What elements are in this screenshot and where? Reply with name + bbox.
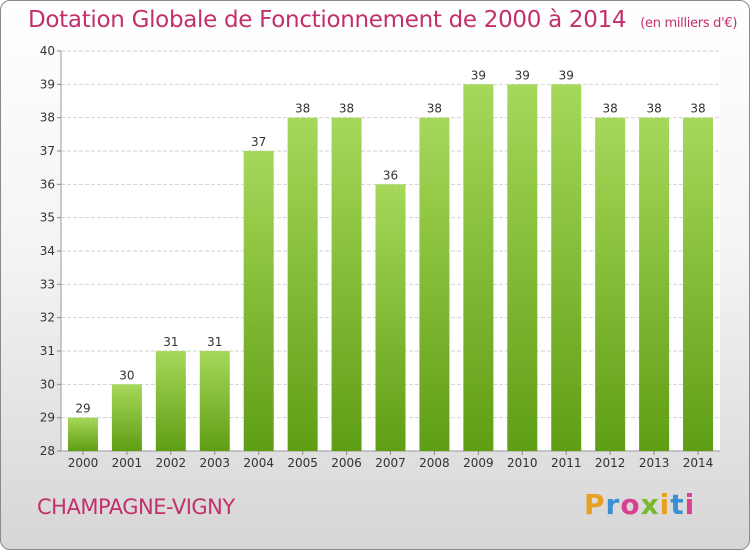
bar <box>199 351 230 451</box>
y-tick-label: 31 <box>40 344 55 358</box>
y-tick-label: 35 <box>40 211 55 225</box>
y-tick-label: 40 <box>40 44 55 58</box>
logo-letter: x <box>640 488 660 521</box>
logo-letter: t <box>670 488 685 521</box>
bar <box>287 117 318 452</box>
y-tick-label: 29 <box>40 411 55 425</box>
bar-value-label: 38 <box>690 102 705 116</box>
logo-letter: i <box>684 488 696 521</box>
bar-value-label: 37 <box>251 135 266 149</box>
bar <box>155 351 186 451</box>
x-tick-label: 2001 <box>112 456 143 470</box>
x-tick-label: 2011 <box>551 456 582 470</box>
commune-name: CHAMPAGNE-VIGNY <box>37 495 235 519</box>
bar-value-label: 38 <box>603 102 618 116</box>
bar-value-label: 31 <box>163 335 178 349</box>
x-tick-label: 2014 <box>683 456 714 470</box>
bar <box>507 84 538 451</box>
x-tick-label: 2010 <box>507 456 538 470</box>
bar <box>595 117 626 452</box>
y-tick-label: 39 <box>40 77 55 91</box>
y-tick-label: 37 <box>40 144 55 158</box>
chart-unit: (en milliers d'€) <box>640 16 738 31</box>
y-tick-label: 36 <box>40 177 55 191</box>
chart-title-text: Dotation Globale de Fonctionnement de 20… <box>28 7 627 33</box>
bar-value-label: 38 <box>427 102 442 116</box>
x-tick-label: 2003 <box>199 456 230 470</box>
y-tick-label: 28 <box>40 444 55 458</box>
bar <box>243 151 274 451</box>
bar <box>419 117 450 452</box>
bar <box>111 384 142 451</box>
x-tick-label: 2006 <box>331 456 362 470</box>
x-tick-label: 2007 <box>375 456 406 470</box>
bar-value-label: 29 <box>75 402 90 416</box>
bar-value-label: 36 <box>383 168 398 182</box>
bar <box>67 417 98 451</box>
logo-letter: r <box>605 488 621 521</box>
bar <box>639 117 670 452</box>
x-tick-label: 2002 <box>156 456 187 470</box>
y-tick-label: 30 <box>40 377 55 391</box>
bar-value-label: 39 <box>515 68 530 82</box>
bar <box>683 117 714 452</box>
logo-letter: i <box>659 488 671 521</box>
logo-letter: P <box>584 488 606 521</box>
x-tick-label: 2004 <box>243 456 274 470</box>
x-tick-label: 2012 <box>595 456 626 470</box>
bar-value-label: 30 <box>119 368 134 382</box>
logo-letter: o <box>620 488 641 521</box>
x-tick-label: 2008 <box>419 456 450 470</box>
bar-value-label: 39 <box>559 68 574 82</box>
bar-value-label: 38 <box>339 102 354 116</box>
bar <box>375 184 406 452</box>
x-tick-label: 2000 <box>68 456 99 470</box>
x-tick-label: 2013 <box>639 456 670 470</box>
y-tick-label: 34 <box>40 244 55 258</box>
bar <box>463 84 494 451</box>
chart-title: Dotation Globale de Fonctionnement de 20… <box>28 7 737 33</box>
y-tick-label: 32 <box>40 311 55 325</box>
proxiti-logo[interactable]: Proxiti <box>584 488 695 521</box>
bar <box>551 84 582 451</box>
bar <box>331 117 362 452</box>
y-tick-label: 33 <box>40 277 55 291</box>
x-tick-label: 2005 <box>287 456 318 470</box>
bar-value-label: 31 <box>207 335 222 349</box>
x-tick-label: 2009 <box>463 456 494 470</box>
bar-value-label: 38 <box>295 102 310 116</box>
y-tick-label: 38 <box>40 111 55 125</box>
bar-value-label: 38 <box>646 102 661 116</box>
bar-value-label: 39 <box>471 68 486 82</box>
